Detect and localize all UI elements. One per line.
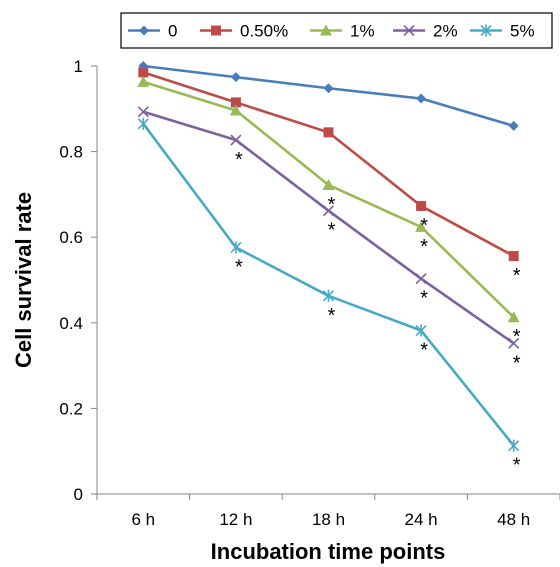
legend-item: 0 [128, 22, 177, 41]
data-point [508, 337, 520, 349]
significance-mark: * [420, 215, 428, 237]
series-1 [138, 61, 519, 131]
data-point [137, 75, 150, 87]
data-point [137, 106, 149, 118]
x-tick-label: 48 h [497, 510, 530, 529]
legend-label: 0.50% [240, 22, 288, 41]
x-axis-title: Incubation time points [211, 539, 446, 564]
data-point [230, 241, 242, 254]
data-point [322, 178, 335, 190]
y-tick-label: 0.8 [59, 143, 83, 162]
data-point [229, 104, 242, 116]
data-point [138, 67, 149, 78]
x-tick-label: 24 h [405, 510, 438, 529]
series-line [143, 64, 515, 128]
significance-mark: * [513, 455, 521, 477]
legend-marker [320, 24, 332, 36]
legend-item: 5% [470, 22, 535, 41]
significance-mark: * [328, 305, 336, 327]
x-tick-label: 12 h [219, 510, 252, 529]
data-point [323, 127, 334, 138]
series-4 [137, 106, 520, 349]
legend-marker [211, 25, 221, 36]
significance-mark: * [235, 256, 243, 278]
data-point [508, 439, 520, 452]
y-tick-label: 0.6 [59, 228, 83, 247]
significance-mark: * [420, 236, 428, 258]
data-point [415, 273, 427, 285]
y-tick-label: 0.4 [59, 314, 83, 333]
legend-label: 1% [350, 22, 375, 41]
data-point [230, 72, 241, 83]
data-point [508, 251, 519, 262]
data-point [416, 200, 427, 211]
y-tick-label: 0.2 [59, 399, 83, 418]
legend-item: 2% [393, 22, 458, 41]
legend: 0 0.50% 1% 2% 5% [120, 12, 553, 49]
data-point [415, 324, 427, 337]
significance-mark: * [328, 194, 336, 216]
significance-mark: * [420, 288, 428, 310]
significance-mark: * [420, 340, 428, 362]
axes: 0 0.2 0.4 0.6 0.8 1 6 h 12 h 18 h 24 h 48 h [59, 57, 560, 529]
legend-item: 0.50% [200, 22, 288, 41]
data-point [230, 97, 241, 108]
data-point [322, 289, 335, 302]
data-point [508, 120, 519, 131]
data-point [137, 117, 149, 130]
legend-label: 0 [168, 22, 177, 41]
significance-mark: * [513, 265, 521, 287]
series-layer [137, 61, 520, 452]
legend-marker [480, 24, 492, 37]
data-point [507, 311, 520, 323]
y-tick-label: 1 [74, 57, 83, 76]
series-5 [137, 117, 520, 452]
legend-marker [403, 24, 415, 37]
significance-annotations: ************* [235, 149, 521, 477]
significance-mark: * [513, 352, 521, 374]
legend-label: 5% [510, 22, 535, 41]
x-tick-label: 18 h [312, 510, 345, 529]
y-tick-label: 0 [74, 485, 83, 504]
data-point [323, 83, 334, 94]
data-point [415, 220, 428, 232]
legend-item: 1% [310, 22, 375, 41]
data-point [416, 93, 427, 104]
y-axis-title: Cell survival rate [11, 192, 36, 368]
series-line [142, 123, 515, 447]
legend-marker [139, 25, 149, 36]
significance-mark: * [235, 149, 243, 171]
x-tick-label: 6 h [131, 510, 155, 529]
data-point [322, 205, 335, 217]
series-3 [137, 75, 520, 323]
significance-mark: * [328, 220, 336, 242]
legend-label: 2% [433, 22, 458, 41]
significance-mark: * [513, 326, 521, 348]
data-point [230, 134, 242, 146]
series-2 [138, 67, 519, 262]
